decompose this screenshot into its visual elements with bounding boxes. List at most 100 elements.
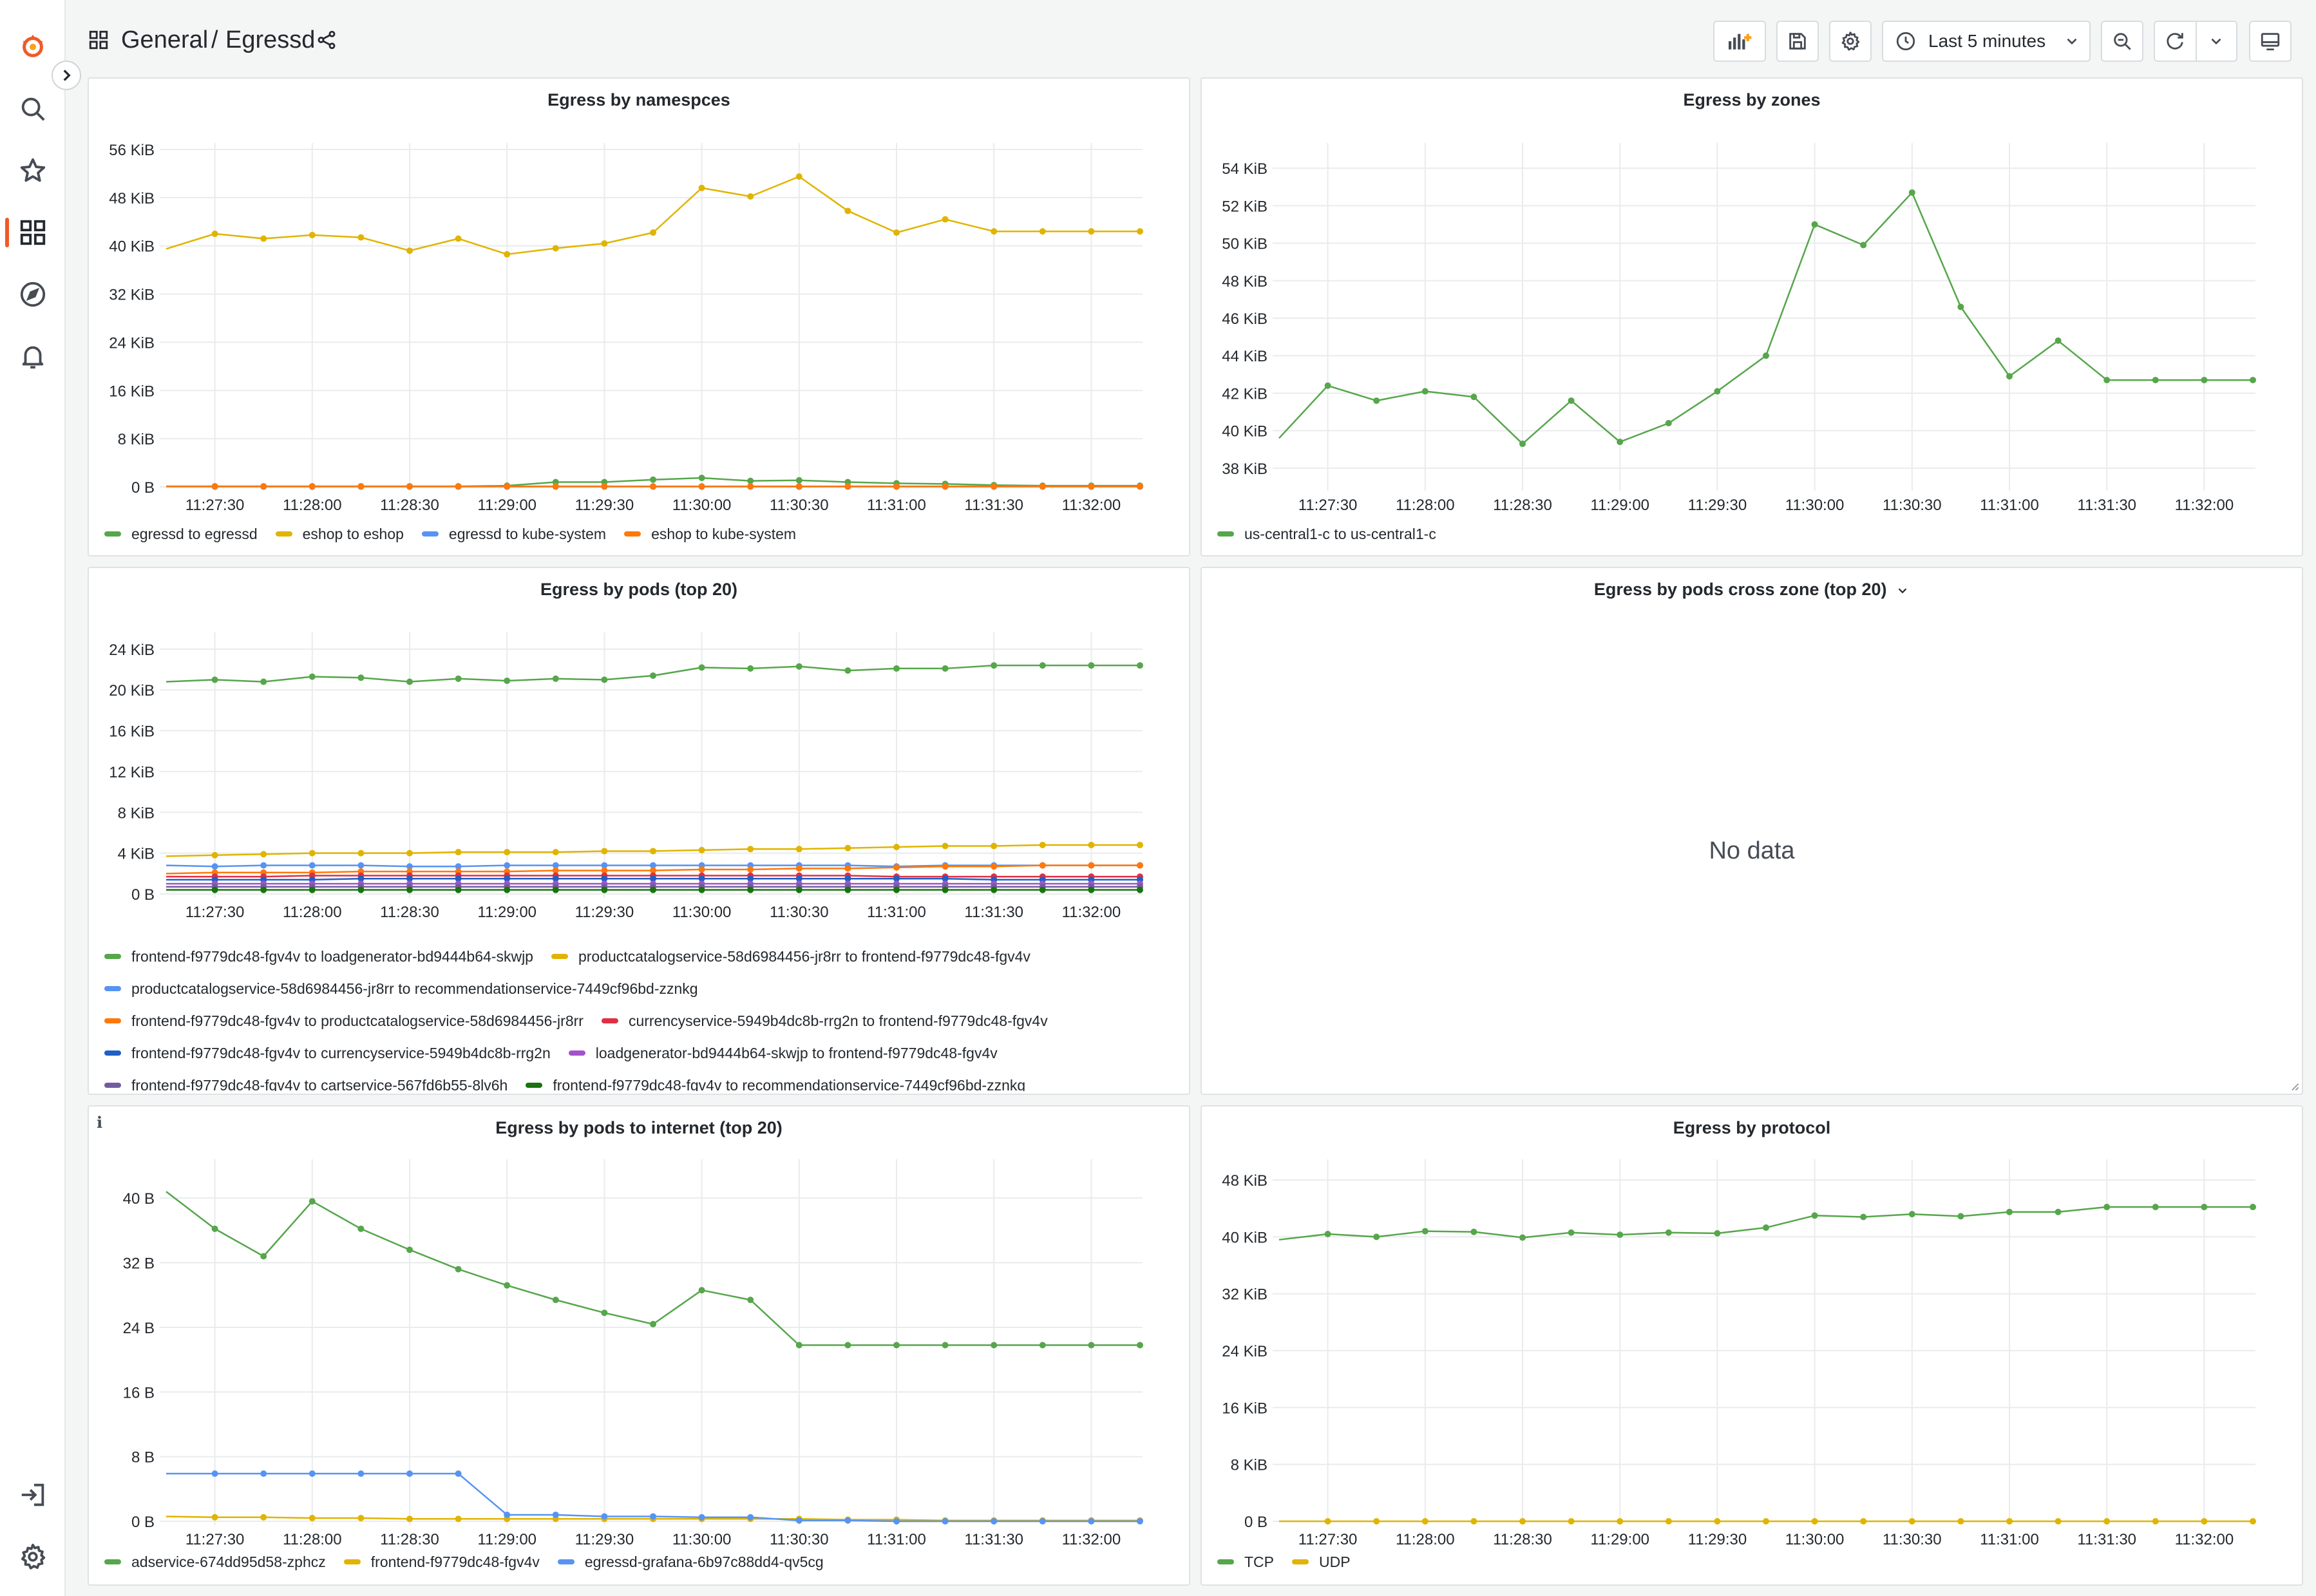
- data-point[interactable]: [552, 675, 559, 682]
- data-point[interactable]: [1088, 662, 1095, 669]
- data-point[interactable]: [455, 1266, 462, 1273]
- data-point[interactable]: [942, 216, 949, 223]
- legend-item[interactable]: productcatalogservice-58d6984456-jr8rr t…: [551, 942, 1030, 971]
- data-point[interactable]: [795, 886, 802, 893]
- data-point[interactable]: [1324, 1230, 1331, 1237]
- data-point[interactable]: [552, 245, 559, 252]
- add-panel-button[interactable]: [1713, 21, 1766, 62]
- data-point[interactable]: [211, 1225, 218, 1232]
- data-point[interactable]: [1811, 1518, 1818, 1525]
- data-point[interactable]: [308, 886, 316, 893]
- data-point[interactable]: [795, 663, 802, 670]
- data-point[interactable]: [260, 483, 267, 490]
- data-point[interactable]: [698, 483, 705, 490]
- data-point[interactable]: [795, 875, 802, 882]
- data-point[interactable]: [942, 665, 949, 672]
- breadcrumb-dashboard[interactable]: Egressd: [225, 26, 316, 53]
- data-point[interactable]: [698, 664, 705, 671]
- data-point[interactable]: [260, 862, 267, 869]
- data-point[interactable]: [747, 886, 754, 893]
- data-point[interactable]: [211, 886, 218, 893]
- data-point[interactable]: [2103, 1204, 2111, 1211]
- data-point[interactable]: [698, 474, 705, 481]
- data-point[interactable]: [1665, 1229, 1672, 1236]
- data-point[interactable]: [991, 483, 998, 490]
- chart-pods[interactable]: 0 B 4 KiB 8 KiB 12 KiB 16 KiB 20 KiB 24 KiB 11:…: [89, 568, 1190, 1095]
- data-point[interactable]: [406, 1515, 413, 1523]
- data-point[interactable]: [1373, 1233, 1380, 1240]
- data-point[interactable]: [1957, 1213, 1964, 1220]
- data-point[interactable]: [406, 678, 413, 685]
- data-point[interactable]: [1088, 862, 1095, 869]
- panel-egress-by-pods[interactable]: Egress by pods (top 20) 0 B 4 KiB 8 KiB 12 …: [88, 567, 1190, 1095]
- data-point[interactable]: [1137, 886, 1143, 893]
- data-point[interactable]: [991, 1342, 998, 1349]
- data-point[interactable]: [698, 184, 705, 191]
- data-point[interactable]: [308, 673, 316, 680]
- data-point[interactable]: [698, 1287, 705, 1294]
- data-point[interactable]: [406, 1246, 413, 1253]
- data-point[interactable]: [2152, 1518, 2159, 1525]
- data-point[interactable]: [601, 240, 608, 247]
- data-point[interactable]: [650, 848, 656, 855]
- data-point[interactable]: [893, 483, 900, 490]
- data-point[interactable]: [1137, 483, 1143, 490]
- data-point[interactable]: [2055, 1518, 2062, 1525]
- data-point[interactable]: [1519, 1518, 1526, 1525]
- data-point[interactable]: [406, 875, 413, 882]
- data-point[interactable]: [844, 483, 851, 490]
- data-point[interactable]: [2103, 1518, 2111, 1525]
- chart-zones[interactable]: 38 KiB 40 KiB 42 KiB 44 KiB 46 KiB 48 KiB 50 K…: [1202, 79, 2303, 556]
- data-point[interactable]: [2250, 1518, 2256, 1525]
- data-point[interactable]: [504, 875, 511, 882]
- legend-item[interactable]: eshop to kube-system: [624, 519, 796, 549]
- data-point[interactable]: [260, 1514, 267, 1521]
- data-point[interactable]: [795, 1342, 802, 1349]
- data-point[interactable]: [844, 1517, 851, 1524]
- data-point[interactable]: [844, 207, 851, 214]
- data-point[interactable]: [893, 886, 900, 893]
- share-icon[interactable]: [316, 22, 337, 58]
- data-point[interactable]: [1039, 1342, 1046, 1349]
- data-point[interactable]: [601, 886, 608, 893]
- alerting-bell-icon[interactable]: [14, 337, 52, 375]
- data-point[interactable]: [2006, 1518, 2013, 1525]
- data-point[interactable]: [650, 867, 656, 874]
- data-point[interactable]: [552, 862, 559, 869]
- data-point[interactable]: [504, 886, 511, 893]
- data-point[interactable]: [211, 231, 218, 237]
- data-point[interactable]: [1088, 1342, 1095, 1349]
- legend-item[interactable]: frontend-f9779dc48-fgv4v: [343, 1547, 540, 1577]
- data-point[interactable]: [357, 850, 365, 857]
- data-point[interactable]: [406, 1470, 413, 1477]
- panel-title[interactable]: Egress by namespces: [547, 90, 730, 109]
- refresh-icon[interactable]: [2155, 22, 2197, 61]
- data-point[interactable]: [1039, 228, 1046, 235]
- data-point[interactable]: [991, 842, 998, 850]
- data-point[interactable]: [1568, 397, 1575, 404]
- data-point[interactable]: [942, 886, 949, 893]
- data-point[interactable]: [893, 665, 900, 672]
- data-point[interactable]: [844, 886, 851, 893]
- data-point[interactable]: [844, 667, 851, 674]
- data-point[interactable]: [406, 483, 413, 490]
- data-point[interactable]: [991, 863, 998, 870]
- data-point[interactable]: [211, 1470, 218, 1477]
- data-point[interactable]: [893, 844, 900, 851]
- data-point[interactable]: [991, 228, 998, 235]
- data-point[interactable]: [1088, 886, 1095, 893]
- data-point[interactable]: [601, 848, 608, 855]
- data-point[interactable]: [1421, 1518, 1429, 1525]
- data-point[interactable]: [650, 229, 656, 236]
- data-point[interactable]: [260, 678, 267, 685]
- panel-title[interactable]: Egress by pods to internet (top 20): [495, 1118, 783, 1137]
- data-point[interactable]: [991, 886, 998, 893]
- data-point[interactable]: [893, 864, 900, 871]
- data-point[interactable]: [357, 1225, 365, 1232]
- data-point[interactable]: [795, 173, 802, 180]
- data-point[interactable]: [1324, 382, 1331, 389]
- data-point[interactable]: [357, 483, 365, 490]
- data-point[interactable]: [455, 849, 462, 856]
- data-point[interactable]: [1957, 1518, 1964, 1525]
- data-point[interactable]: [1373, 1518, 1380, 1525]
